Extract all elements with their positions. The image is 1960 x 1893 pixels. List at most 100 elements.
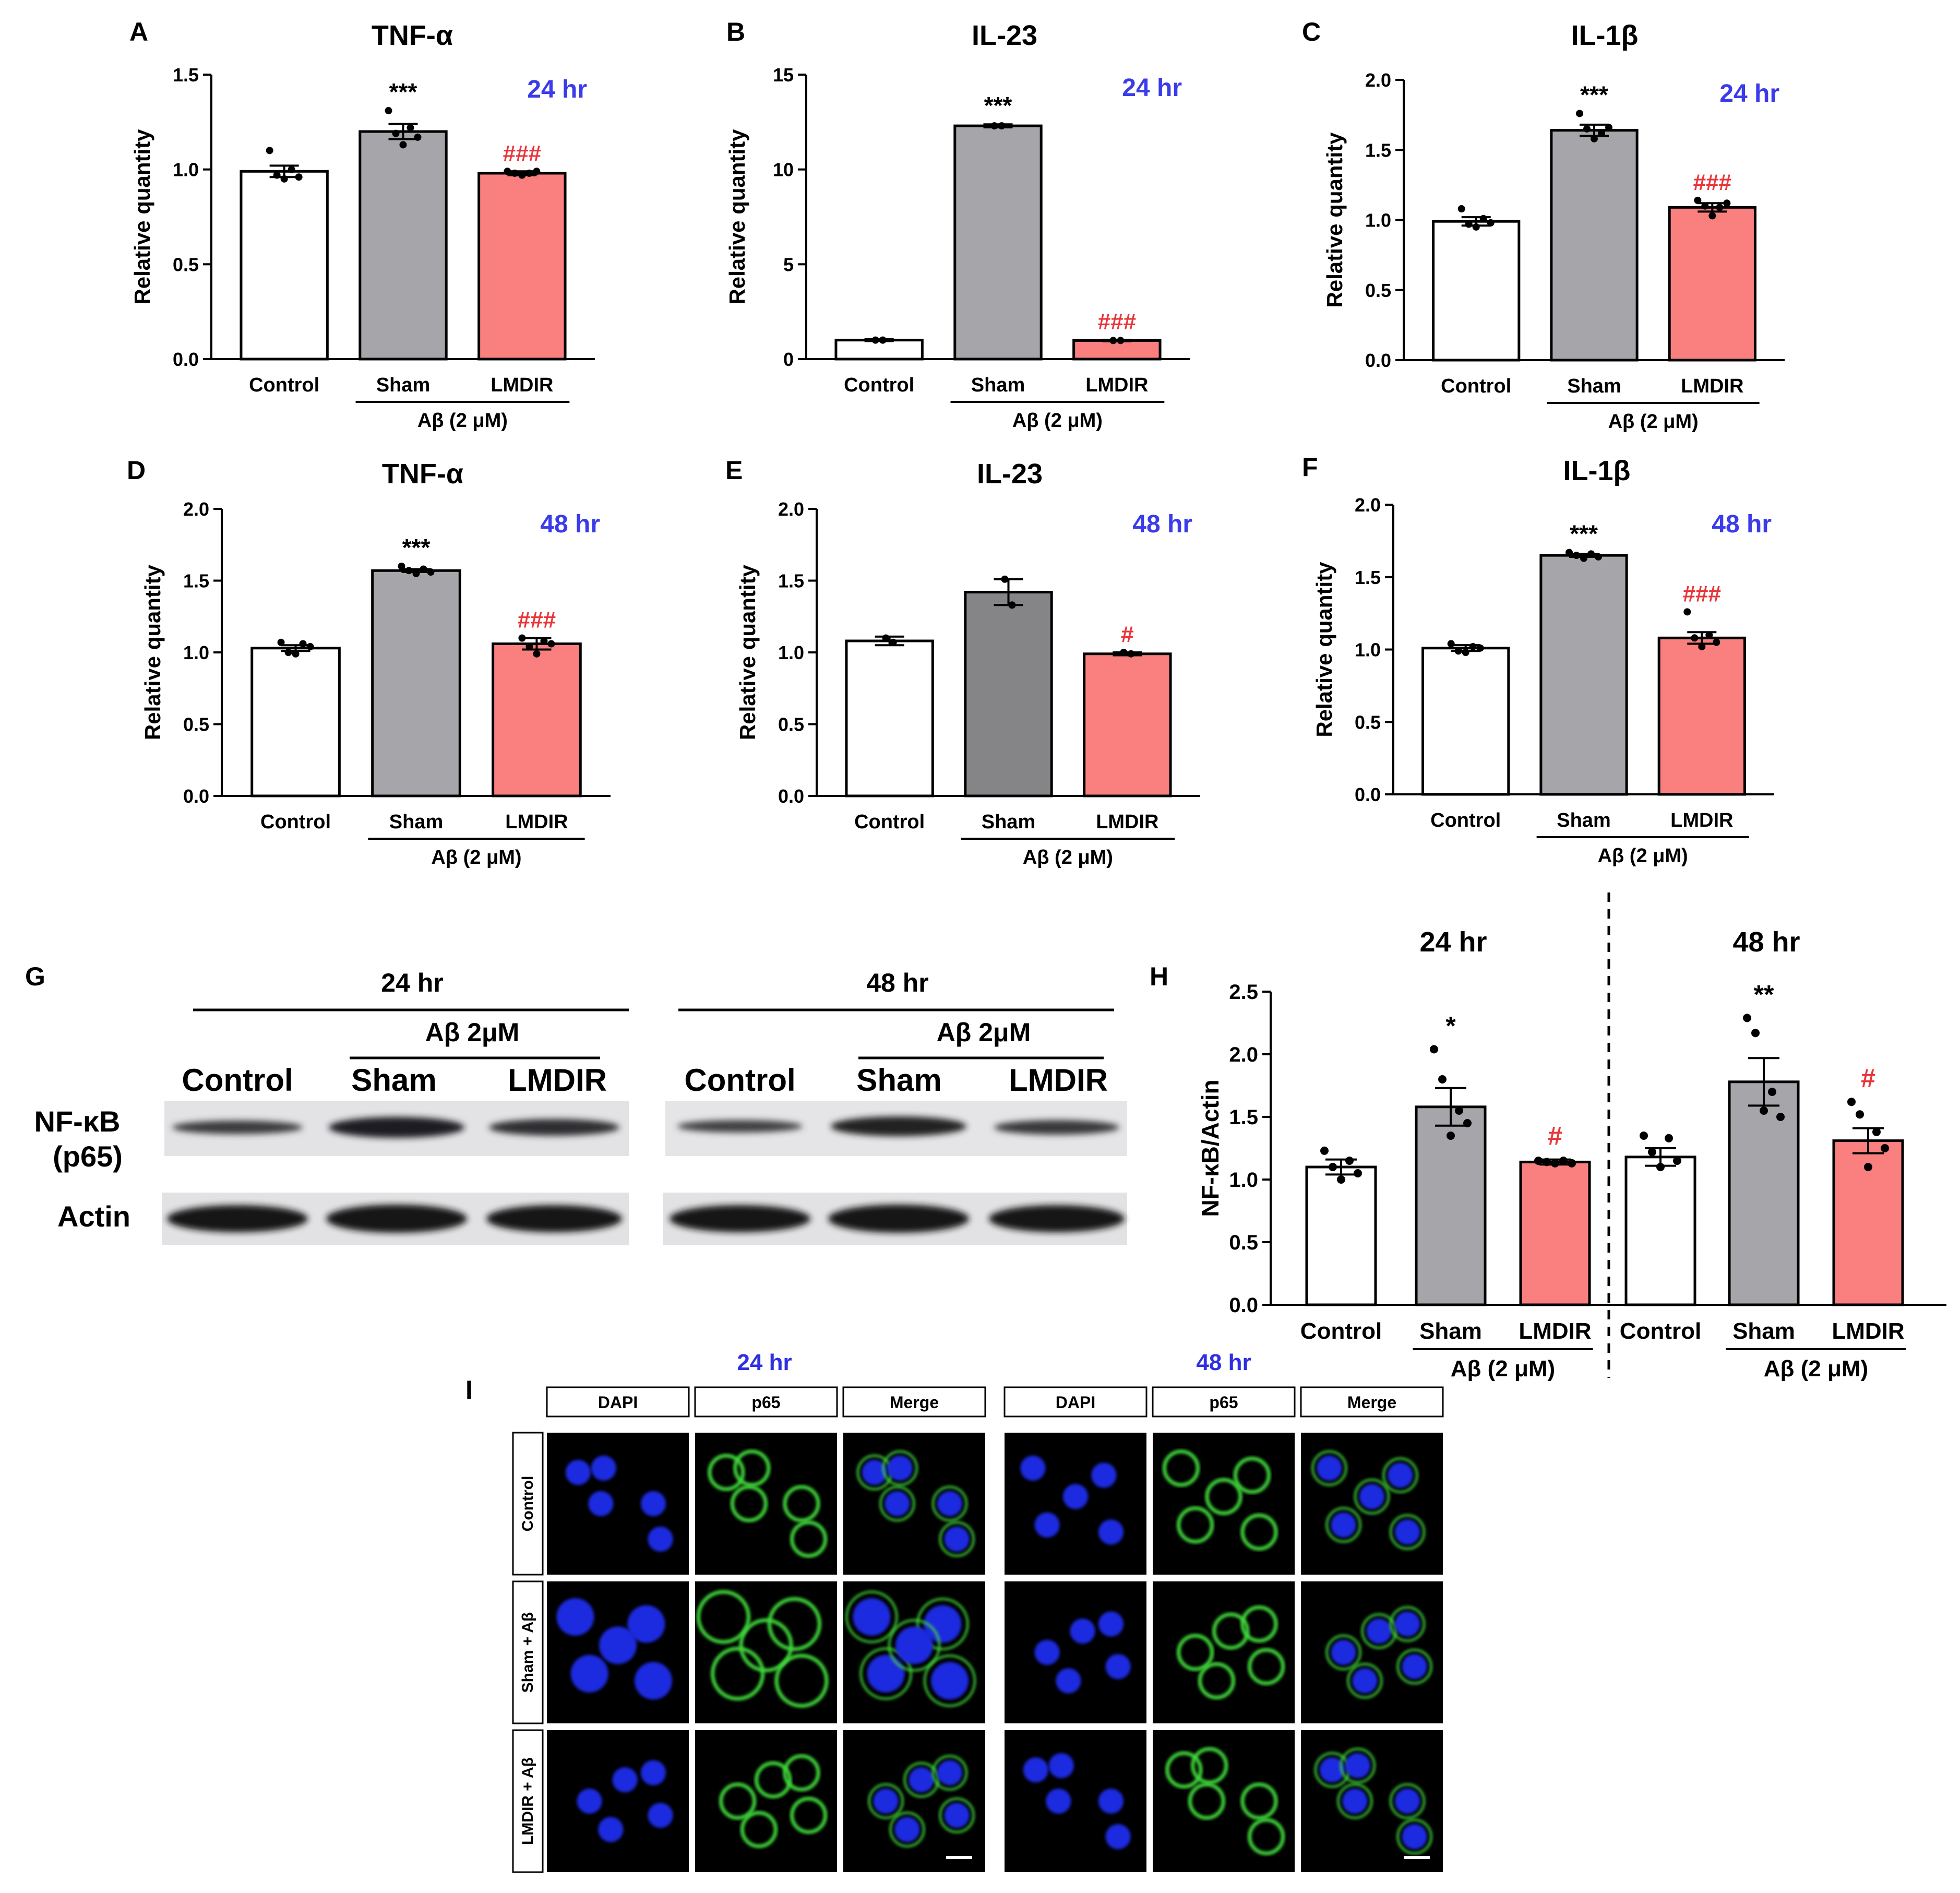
cell-membrane (790, 1796, 828, 1834)
panel-label: B (726, 17, 745, 46)
y-tick-label: 0.0 (173, 349, 199, 370)
nucleus (612, 1767, 638, 1793)
chart-title: TNF-α (382, 458, 463, 490)
data-point (1487, 219, 1495, 227)
data-point (392, 129, 400, 137)
cell-membrane (1340, 1748, 1376, 1783)
y-axis-label: NF-κB/Actin (1197, 1079, 1224, 1217)
bar-sham (1728, 1080, 1800, 1306)
x-tick-label: Control (249, 374, 319, 396)
nucleus (873, 1789, 899, 1814)
nucleus (1098, 1519, 1124, 1545)
bar-sham (358, 130, 448, 361)
cell-membrane (939, 1521, 975, 1557)
nucleus (627, 1605, 665, 1643)
nucleus (1105, 1824, 1131, 1849)
micrograph-dapi (547, 1433, 689, 1575)
data-point (1665, 1134, 1673, 1142)
data-point (1329, 1163, 1337, 1171)
nucleus (894, 1817, 920, 1842)
nucleus (885, 1491, 910, 1516)
cell-membrane (916, 1598, 969, 1650)
data-point (1583, 125, 1591, 133)
cell-membrane (711, 1647, 765, 1701)
x-tick-label: LMDIR (491, 374, 553, 396)
x-tick-label: Sham (389, 811, 443, 833)
y-tick-label: 1.5 (1365, 139, 1391, 161)
data-point (1580, 554, 1587, 562)
nucleus (1098, 1789, 1124, 1814)
nucleus (1342, 1789, 1368, 1814)
bar-sham (371, 569, 461, 797)
data-point (1559, 1157, 1568, 1165)
blot-row-label-nfkb: NF-κB (34, 1105, 121, 1138)
column-header-box (1152, 1386, 1296, 1418)
data-point (1701, 202, 1709, 210)
x-tick-label: Control (1300, 1318, 1382, 1344)
nucleus (648, 1527, 673, 1552)
panel-label: E (725, 456, 743, 485)
data-point (1565, 549, 1573, 556)
cell-membrane (755, 1761, 792, 1799)
data-point (1872, 1127, 1881, 1136)
nucleus (944, 1803, 970, 1828)
bar-sham (1539, 554, 1628, 796)
data-point (398, 563, 405, 570)
cell-membrane (1354, 1479, 1390, 1515)
x-tick-label: Control (1620, 1318, 1701, 1344)
data-point (882, 634, 890, 642)
data-point (1598, 129, 1605, 137)
x-tick-label: LMDIR (1096, 811, 1158, 833)
nucleus (1388, 1462, 1413, 1488)
panel-b-il23-24hr-chart: B IL-23 24 hr 0 5 10 15 Relative quantity Contro… (725, 17, 1190, 432)
y-tick-label: 0.5 (1229, 1231, 1258, 1254)
data-point (1008, 601, 1016, 609)
time-label: 48 hr (540, 510, 600, 538)
nucleus (1020, 1456, 1046, 1481)
data-point (277, 638, 285, 646)
data-point (414, 133, 422, 141)
column-header: Merge (890, 1393, 939, 1412)
y-tick-label: 0.0 (778, 785, 804, 807)
y-tick-label: 0.5 (173, 254, 199, 275)
data-point (273, 171, 281, 179)
y-tick-label: 5 (783, 254, 794, 275)
nucleus (1048, 1753, 1074, 1778)
column-header-box (546, 1386, 690, 1418)
data-point (1683, 608, 1691, 616)
data-point (1457, 205, 1465, 213)
data-point (1543, 1158, 1551, 1166)
significance-mark: ### (1683, 581, 1721, 606)
y-axis-label: Relative quantity (140, 564, 165, 740)
y-tick-label: 2.0 (1355, 494, 1381, 516)
nucleus (1091, 1462, 1117, 1488)
nucleus (577, 1789, 602, 1814)
x-tick-label: LMDIR (1670, 809, 1733, 831)
data-point (1534, 1157, 1543, 1165)
nucleus (1402, 1824, 1427, 1849)
group-label: Aβ (2 μM) (1023, 847, 1113, 868)
data-point (1673, 1157, 1681, 1165)
data-point (1454, 647, 1462, 655)
cell-membrane (932, 1755, 967, 1791)
data-point (1691, 634, 1699, 642)
significance-mark: *** (389, 78, 417, 105)
cell-membrane (889, 1812, 925, 1848)
column-header: DAPI (1056, 1393, 1095, 1412)
group-label: Aβ (2 μM) (1608, 411, 1699, 433)
y-tick-label: 10 (773, 159, 794, 181)
nucleus (853, 1598, 891, 1636)
y-tick-label: 0 (783, 349, 794, 370)
blot-row-label-actin: Actin (57, 1200, 130, 1233)
column-header-box (1300, 1386, 1444, 1418)
nucleus (909, 1767, 934, 1793)
blot-lane-sham-right: Sham (856, 1063, 941, 1098)
data-point (998, 122, 1006, 130)
x-tick-label: LMDIR (1085, 374, 1148, 396)
nucleus (1352, 1668, 1378, 1694)
data-point (405, 567, 413, 575)
data-point (533, 650, 541, 658)
significance-mark: *** (984, 92, 1012, 119)
data-point (1640, 1132, 1648, 1140)
